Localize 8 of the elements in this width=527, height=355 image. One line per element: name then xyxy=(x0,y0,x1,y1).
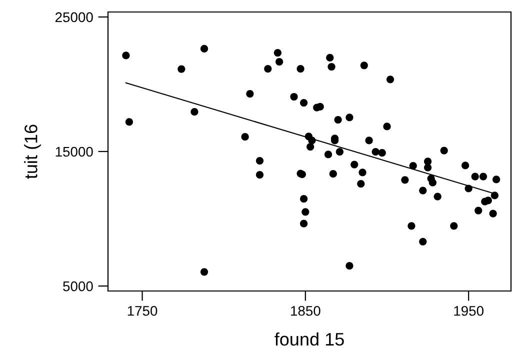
x-tick-label: 1950 xyxy=(454,306,484,316)
y-tick-label: 25000 xyxy=(56,12,93,22)
x-axis-title: found 15 xyxy=(274,332,344,346)
x-tick-label: 1750 xyxy=(128,306,158,316)
y-tick-label: 15000 xyxy=(56,146,93,157)
x-tick-label: 1850 xyxy=(291,306,320,316)
y-axis-title: tuit (16 xyxy=(24,124,41,179)
y-tick-label: 5000 xyxy=(63,281,93,292)
